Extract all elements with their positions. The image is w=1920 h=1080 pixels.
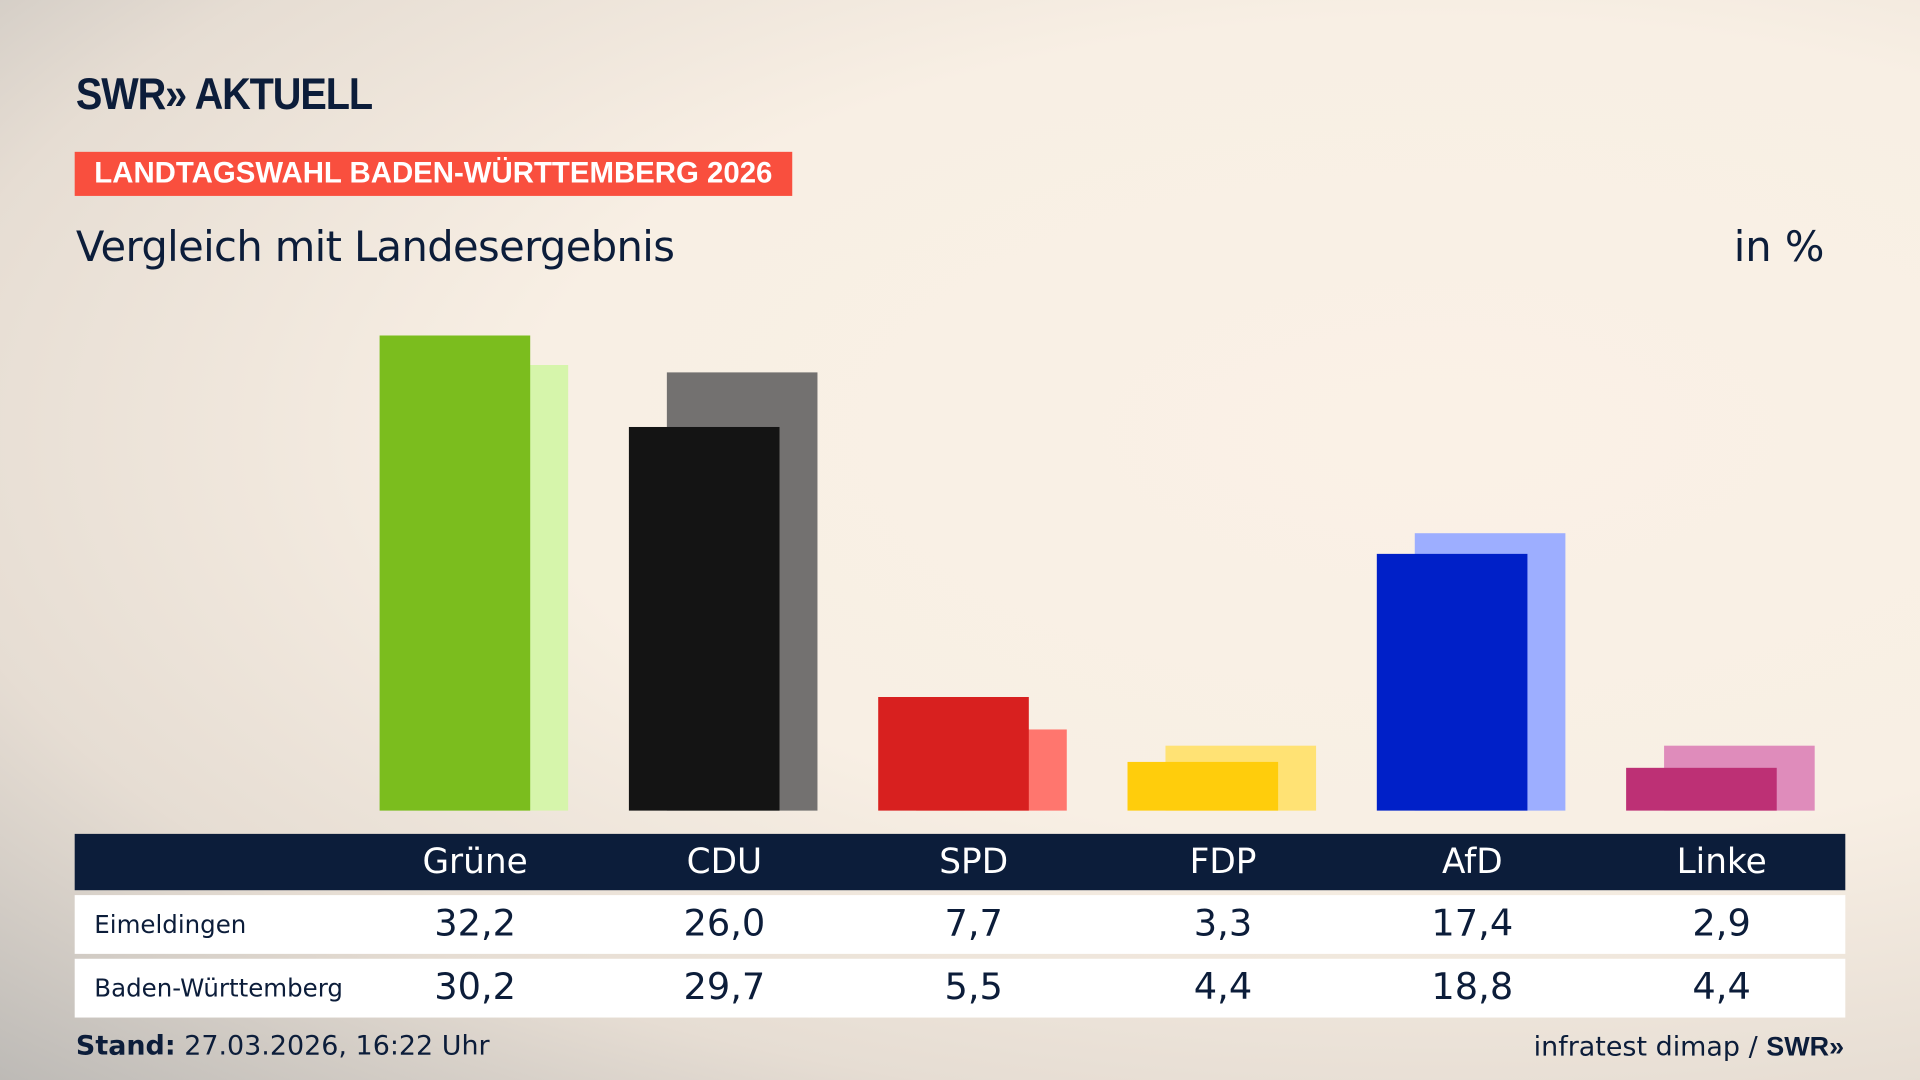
row-label: Eimeldingen bbox=[94, 909, 247, 940]
value-label: 26,0 bbox=[683, 902, 766, 946]
value-label: 29,7 bbox=[683, 966, 766, 1009]
results-table: Grüne CDU SPD FDP AfD Linke Eimeldingen 32,2 26… bbox=[74, 833, 1846, 1018]
timestamp: Stand: 27.03.2026, 16:22 Uhr bbox=[76, 1031, 490, 1062]
bar-chart bbox=[379, 335, 1815, 811]
value-label: 3,3 bbox=[1193, 902, 1253, 946]
value-label: 17,4 bbox=[1431, 902, 1514, 946]
value-label: 32,2 bbox=[434, 902, 516, 946]
row-label: Baden-Württemberg bbox=[94, 973, 343, 1003]
party-header: SPD bbox=[939, 841, 1009, 882]
party-header: Grüne bbox=[422, 841, 528, 882]
source-text: infratest dimap / bbox=[1533, 1032, 1758, 1063]
party-header: CDU bbox=[686, 841, 763, 882]
table-row: Eimeldingen 32,2 26,0 7,7 3,3 17,4 2,9 bbox=[74, 895, 1846, 954]
value-label: 5,5 bbox=[944, 966, 1003, 1009]
value-label: 2,9 bbox=[1692, 902, 1751, 946]
bar-gemeinde-2 bbox=[878, 696, 1029, 811]
bar-gemeinde-5 bbox=[1626, 767, 1777, 811]
bar-gemeinde-1 bbox=[628, 426, 780, 811]
stand-label: Stand: bbox=[75, 1031, 176, 1062]
source: infratest dimap / SWR» bbox=[1534, 1031, 1844, 1063]
bar-gemeinde-0 bbox=[379, 335, 531, 811]
table-row: Baden-Württemberg 30,2 29,7 5,5 4,4 18,8 4,4 bbox=[74, 958, 1846, 1018]
kicker-label: LANDTAGSWAHL BADEN-WÜRTTEMBERG 2026 bbox=[74, 151, 792, 196]
party-header: FDP bbox=[1189, 841, 1257, 882]
value-label: 30,2 bbox=[434, 966, 516, 1009]
value-label: 18,8 bbox=[1431, 966, 1514, 1009]
chart-subtitle: Vergleich mit Landesergebnis bbox=[75, 222, 675, 272]
stand-value: 27.03.2026, 16:22 Uhr bbox=[184, 1031, 490, 1062]
value-label: 4,4 bbox=[1692, 966, 1751, 1009]
party-header: AfD bbox=[1441, 841, 1503, 882]
party-header: Linke bbox=[1676, 841, 1767, 882]
bar-gemeinde-3 bbox=[1127, 761, 1279, 811]
value-label: 7,7 bbox=[944, 902, 1003, 946]
bar-gemeinde-4 bbox=[1376, 553, 1528, 811]
value-label: 4,4 bbox=[1193, 966, 1253, 1009]
table-header: Grüne CDU SPD FDP AfD Linke bbox=[74, 833, 1846, 891]
unit-label: in % bbox=[1733, 222, 1825, 272]
swr-aktuell-logo: SWR» AKTUELL bbox=[75, 68, 373, 119]
swr-logo: SWR» bbox=[1766, 1031, 1845, 1062]
